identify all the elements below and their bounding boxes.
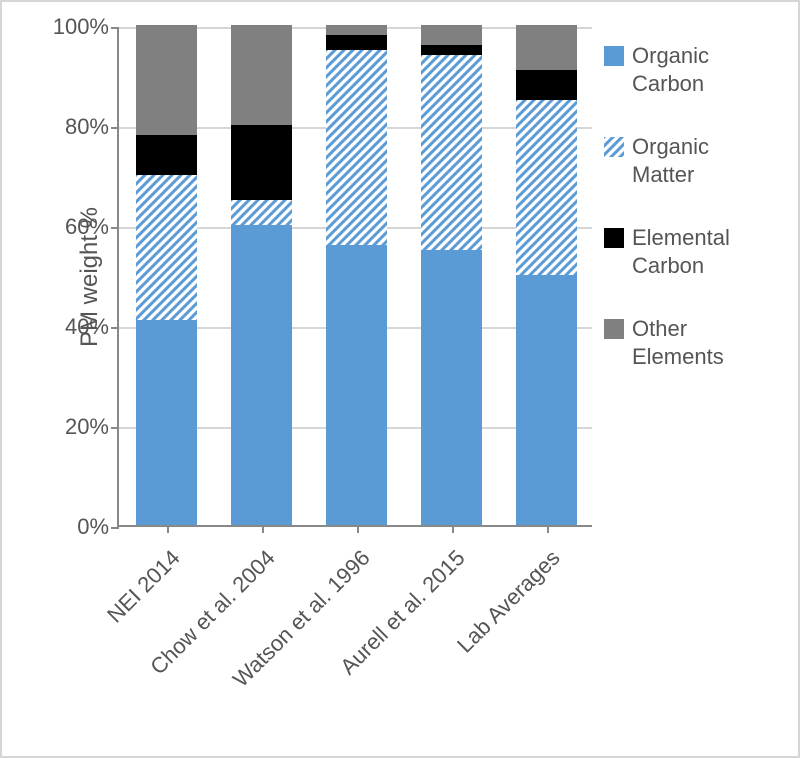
bar-group [136, 25, 198, 525]
legend-label: OtherElements [632, 315, 724, 370]
y-tick-label: 40% [65, 314, 109, 340]
y-tick-label: 0% [77, 514, 109, 540]
bar-group [516, 25, 578, 525]
bar-segment-elemental-carbon [231, 125, 293, 200]
legend: OrganicCarbon OrganicMatter ElementalCarbo… [604, 42, 789, 406]
bar-segment-organic-matter [516, 100, 578, 275]
y-tick-mark [111, 527, 119, 529]
legend-swatch [604, 137, 624, 157]
bar-segment-elemental-carbon [516, 70, 578, 100]
bar-segment-other-elements [136, 25, 198, 135]
bar-segment-organic-carbon [421, 250, 483, 525]
bar-segment-organic-carbon [516, 275, 578, 525]
y-tick-label: 20% [65, 414, 109, 440]
bar-segment-elemental-carbon [421, 45, 483, 55]
y-tick-mark [111, 27, 119, 29]
bar-group [231, 25, 293, 525]
chart-container: PM weight % 0%20%40%60%80%100%NEI 2014Ch… [0, 0, 800, 758]
legend-item-organic-carbon: OrganicCarbon [604, 42, 789, 97]
bar-segment-organic-matter [231, 200, 293, 225]
y-tick-mark [111, 227, 119, 229]
bar-segment-other-elements [421, 25, 483, 45]
y-tick-mark [111, 327, 119, 329]
y-tick-mark [111, 427, 119, 429]
x-tick-mark [547, 525, 549, 533]
legend-swatch [604, 228, 624, 248]
bar-segment-other-elements [326, 25, 388, 35]
y-tick-label: 80% [65, 114, 109, 140]
legend-swatch [604, 319, 624, 339]
y-tick-label: 100% [53, 14, 109, 40]
y-tick-mark [111, 127, 119, 129]
x-tick-mark [167, 525, 169, 533]
bar-group [326, 25, 388, 525]
legend-swatch [604, 46, 624, 66]
bar-segment-other-elements [516, 25, 578, 70]
legend-item-other-elements: OtherElements [604, 315, 789, 370]
bar-segment-organic-carbon [231, 225, 293, 525]
legend-label: OrganicCarbon [632, 42, 709, 97]
legend-item-elemental-carbon: ElementalCarbon [604, 224, 789, 279]
x-tick-mark [262, 525, 264, 533]
legend-item-organic-matter: OrganicMatter [604, 133, 789, 188]
y-tick-label: 60% [65, 214, 109, 240]
bar-group [421, 25, 483, 525]
bar-segment-organic-carbon [136, 320, 198, 525]
x-tick-mark [452, 525, 454, 533]
bar-segment-organic-matter [421, 55, 483, 250]
plot-area: 0%20%40%60%80%100%NEI 2014Chow et al. 20… [117, 27, 592, 527]
legend-label: ElementalCarbon [632, 224, 730, 279]
legend-label: OrganicMatter [632, 133, 709, 188]
bars-layer [119, 27, 592, 525]
bar-segment-organic-matter [326, 50, 388, 245]
bar-segment-other-elements [231, 25, 293, 125]
bar-segment-elemental-carbon [326, 35, 388, 50]
bar-segment-elemental-carbon [136, 135, 198, 175]
bar-segment-organic-matter [136, 175, 198, 320]
x-tick-mark [357, 525, 359, 533]
x-tick-label: NEI 2014 [102, 545, 185, 628]
bar-segment-organic-carbon [326, 245, 388, 525]
